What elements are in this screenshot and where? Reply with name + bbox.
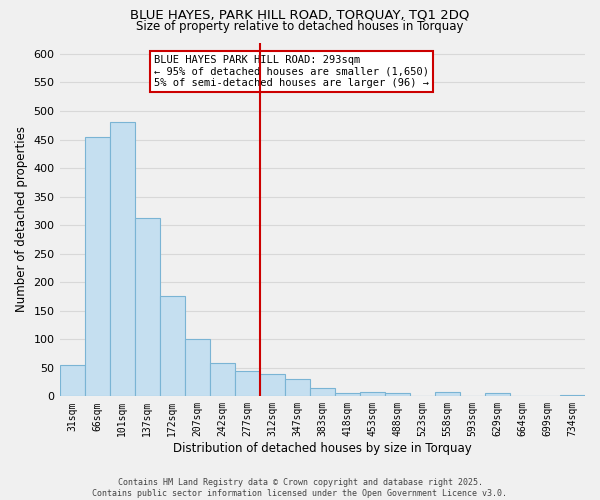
Text: Size of property relative to detached houses in Torquay: Size of property relative to detached ho… (136, 20, 464, 33)
Bar (435, 392, 460, 396)
Bar (235, 370, 260, 396)
Bar (310, 388, 335, 396)
Bar (285, 379, 310, 396)
X-axis label: Distribution of detached houses by size in Torquay: Distribution of detached houses by size … (173, 442, 472, 455)
Text: BLUE HAYES, PARK HILL ROAD, TORQUAY, TQ1 2DQ: BLUE HAYES, PARK HILL ROAD, TORQUAY, TQ1… (130, 9, 470, 22)
Text: Contains HM Land Registry data © Crown copyright and database right 2025.
Contai: Contains HM Land Registry data © Crown c… (92, 478, 508, 498)
Bar (185, 340, 209, 396)
Text: BLUE HAYES PARK HILL ROAD: 293sqm
← 95% of detached houses are smaller (1,650)
5: BLUE HAYES PARK HILL ROAD: 293sqm ← 95% … (154, 55, 429, 88)
Bar (160, 296, 185, 396)
Y-axis label: Number of detached properties: Number of detached properties (15, 126, 28, 312)
Bar (385, 394, 410, 396)
Bar (360, 392, 385, 396)
Bar (335, 394, 360, 396)
Bar (209, 363, 235, 396)
Bar (85, 136, 110, 396)
Bar (110, 122, 134, 396)
Bar (560, 395, 585, 396)
Bar (59, 365, 85, 396)
Bar (260, 374, 285, 396)
Bar (485, 394, 510, 396)
Bar (134, 218, 160, 396)
